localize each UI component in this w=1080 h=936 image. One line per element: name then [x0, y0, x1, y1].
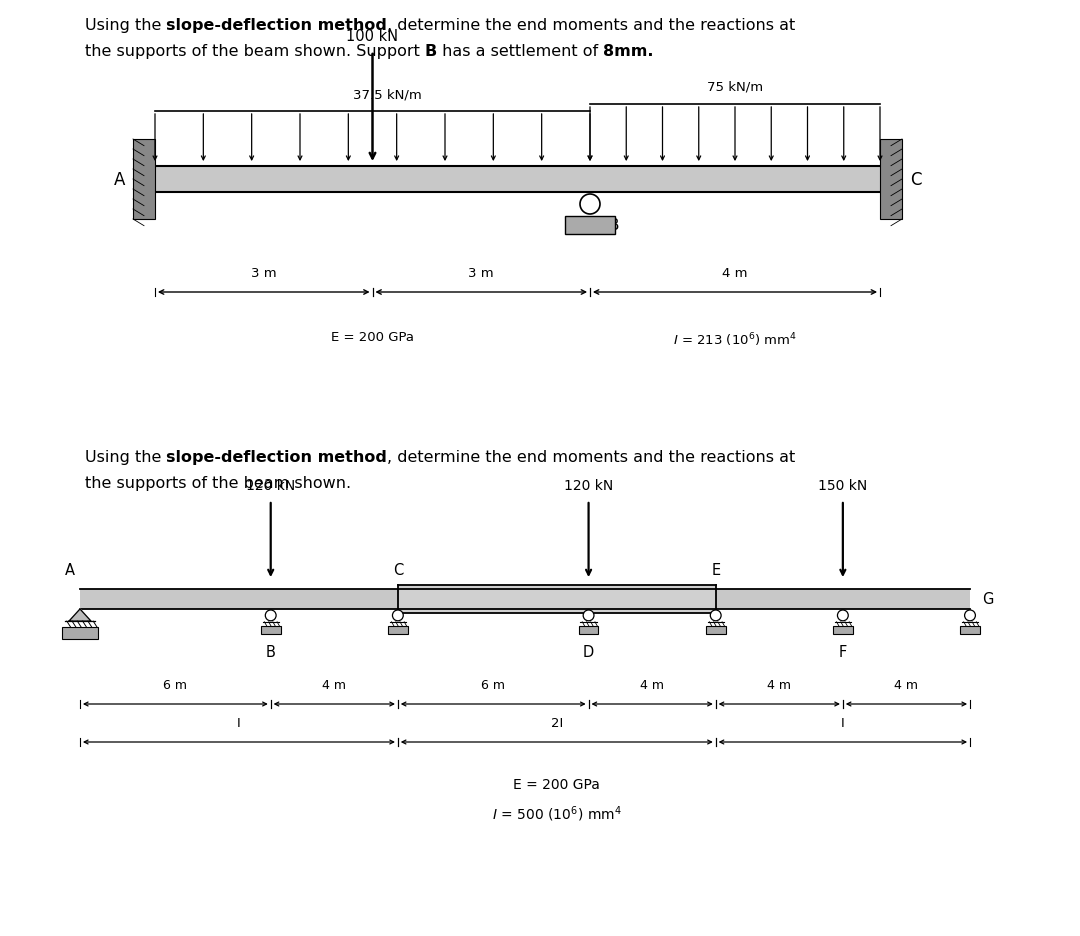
- Text: A: A: [65, 563, 75, 578]
- Text: Using the: Using the: [85, 18, 166, 33]
- Text: 120 kN: 120 kN: [246, 478, 295, 492]
- Text: F: F: [839, 645, 847, 660]
- Text: the supports of the beam shown. Support: the supports of the beam shown. Support: [85, 44, 426, 59]
- Text: the supports of the beam shown.: the supports of the beam shown.: [85, 475, 351, 490]
- Text: slope-deflection method: slope-deflection method: [166, 449, 388, 464]
- Text: E = 200 GPa: E = 200 GPa: [513, 777, 600, 791]
- Circle shape: [580, 195, 600, 214]
- Text: I: I: [841, 716, 845, 729]
- Text: , determine the end moments and the reactions at: , determine the end moments and the reac…: [388, 18, 796, 33]
- Bar: [388, 626, 408, 635]
- Bar: [706, 626, 726, 635]
- Text: B: B: [426, 44, 437, 59]
- Text: 37.5 kN/m: 37.5 kN/m: [353, 89, 422, 102]
- Text: $I$ = 500 (10$^6$) mm$^4$: $I$ = 500 (10$^6$) mm$^4$: [491, 803, 622, 823]
- Bar: [80, 590, 970, 609]
- Text: G: G: [982, 592, 994, 607]
- Bar: [156, 167, 880, 193]
- Circle shape: [964, 610, 975, 622]
- Bar: [833, 626, 853, 635]
- Bar: [880, 139, 902, 220]
- Text: 120 kN: 120 kN: [564, 478, 613, 492]
- Text: , determine the end moments and the reactions at: , determine the end moments and the reac…: [388, 449, 796, 464]
- Bar: [63, 627, 97, 639]
- Text: C: C: [393, 563, 403, 578]
- Text: 150 kN: 150 kN: [819, 478, 867, 492]
- Text: 100 kN: 100 kN: [347, 29, 399, 44]
- Text: E = 200 GPa: E = 200 GPa: [330, 330, 414, 344]
- Text: slope-deflection method: slope-deflection method: [166, 18, 388, 33]
- Bar: [260, 626, 281, 635]
- Bar: [397, 585, 716, 613]
- Text: 3 m: 3 m: [469, 267, 494, 280]
- Circle shape: [266, 610, 276, 622]
- Text: 6 m: 6 m: [482, 679, 505, 692]
- Text: 2I: 2I: [551, 716, 563, 729]
- Text: 4 m: 4 m: [640, 679, 664, 692]
- Bar: [579, 626, 598, 635]
- Text: 3 m: 3 m: [251, 267, 276, 280]
- Text: E: E: [711, 563, 720, 578]
- Text: D: D: [583, 645, 594, 660]
- Text: 8mm.: 8mm.: [604, 44, 654, 59]
- Text: has a settlement of: has a settlement of: [437, 44, 604, 59]
- Text: B: B: [266, 645, 275, 660]
- Text: 4 m: 4 m: [767, 679, 792, 692]
- Text: B: B: [608, 218, 619, 233]
- Bar: [960, 626, 980, 635]
- Text: 4 m: 4 m: [322, 679, 347, 692]
- Circle shape: [583, 610, 594, 622]
- Text: A: A: [113, 170, 125, 189]
- Text: $I$ = 213 (10$^6$) mm$^4$: $I$ = 213 (10$^6$) mm$^4$: [673, 330, 797, 348]
- Text: 4 m: 4 m: [894, 679, 918, 692]
- Bar: [565, 217, 615, 235]
- Circle shape: [392, 610, 403, 622]
- Circle shape: [837, 610, 848, 622]
- Text: 4 m: 4 m: [723, 267, 747, 280]
- Circle shape: [711, 610, 721, 622]
- Polygon shape: [69, 609, 91, 622]
- Text: 75 kN/m: 75 kN/m: [707, 80, 764, 93]
- Text: Using the: Using the: [85, 449, 166, 464]
- Text: 6 m: 6 m: [163, 679, 187, 692]
- Text: I: I: [237, 716, 241, 729]
- Bar: [133, 139, 156, 220]
- Text: C: C: [910, 170, 921, 189]
